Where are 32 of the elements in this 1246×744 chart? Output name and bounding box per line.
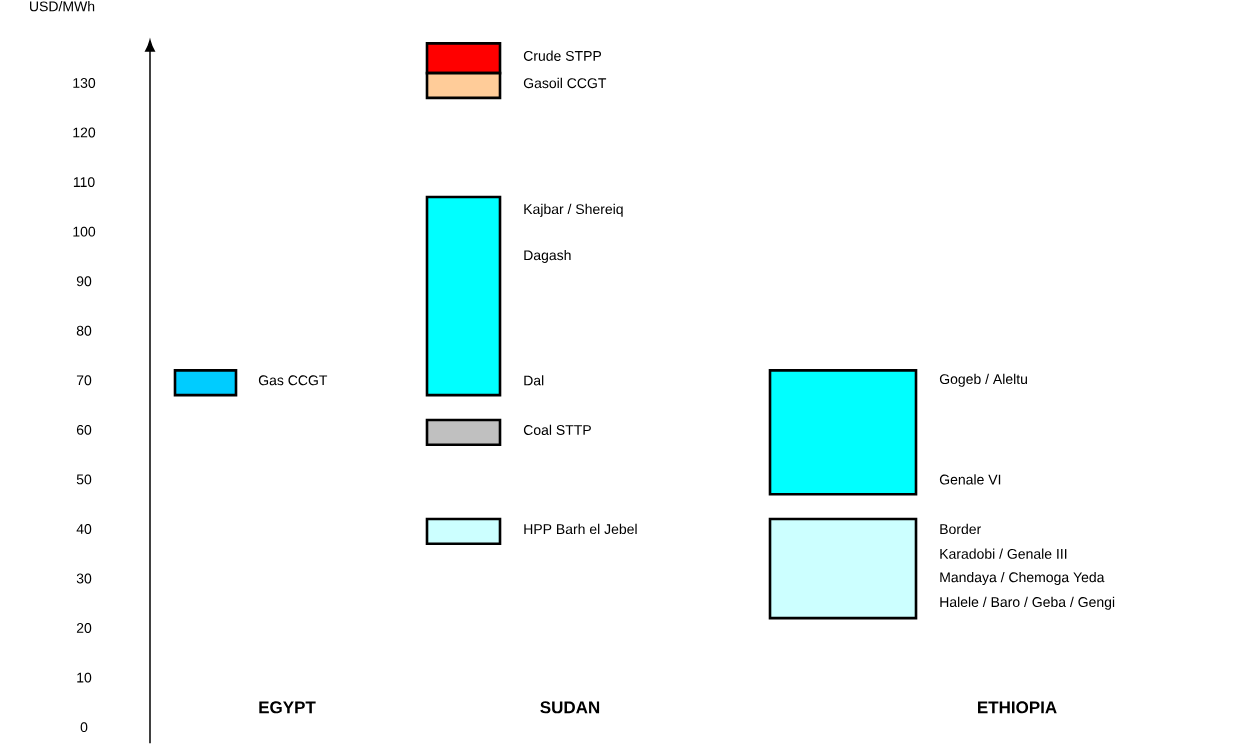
y-tick-label: 130	[73, 78, 96, 88]
annotation: Crude STPP	[523, 50, 602, 61]
annotation: Dagash	[524, 249, 571, 263]
y-tick-label: 10	[77, 672, 92, 683]
annotation: Mandaya / Chemoga Yeda	[940, 571, 1105, 586]
x-tick-label: ETHIOPIA	[978, 701, 1057, 714]
x-tick-label: EGYPT	[259, 701, 316, 714]
y-tick-label: 20	[76, 623, 92, 634]
annotation: Karadobi / Genale III	[940, 548, 1067, 559]
annotation: Gas CCGT	[258, 375, 328, 386]
annotation: Gasoil CCGT	[523, 77, 607, 89]
annotation: Dal	[524, 375, 544, 386]
annotation: Gogeb / Aleltu	[939, 373, 1027, 387]
y-tick-label: 40	[76, 523, 92, 534]
y-tick-label: 90	[76, 276, 92, 287]
y-tick-label: 60	[76, 424, 92, 435]
y-tick-label: 0	[80, 722, 88, 733]
y-tick-label: 70	[76, 375, 92, 386]
y-tick-label: 100	[73, 226, 96, 237]
annotation: Border	[940, 523, 981, 535]
y-tick-label: 80	[76, 325, 92, 336]
y-tick-label: 110	[73, 177, 95, 188]
annotation: Halele / Baro / Geba / Gengi	[940, 596, 1115, 610]
y-tick-label: 50	[76, 474, 92, 485]
text: USD/MWh	[30, 1, 95, 12]
x-tick-label: SUDAN	[540, 701, 600, 714]
annotation: HPP Barh el Jebel	[524, 523, 637, 535]
annotation: Coal STTP	[523, 424, 591, 435]
y-tick-label: 120	[73, 127, 96, 138]
annotation: Genale VI	[939, 474, 1001, 485]
y-tick-label: 30	[76, 573, 92, 584]
annotation: Kajbar / Shereiq	[524, 203, 623, 217]
